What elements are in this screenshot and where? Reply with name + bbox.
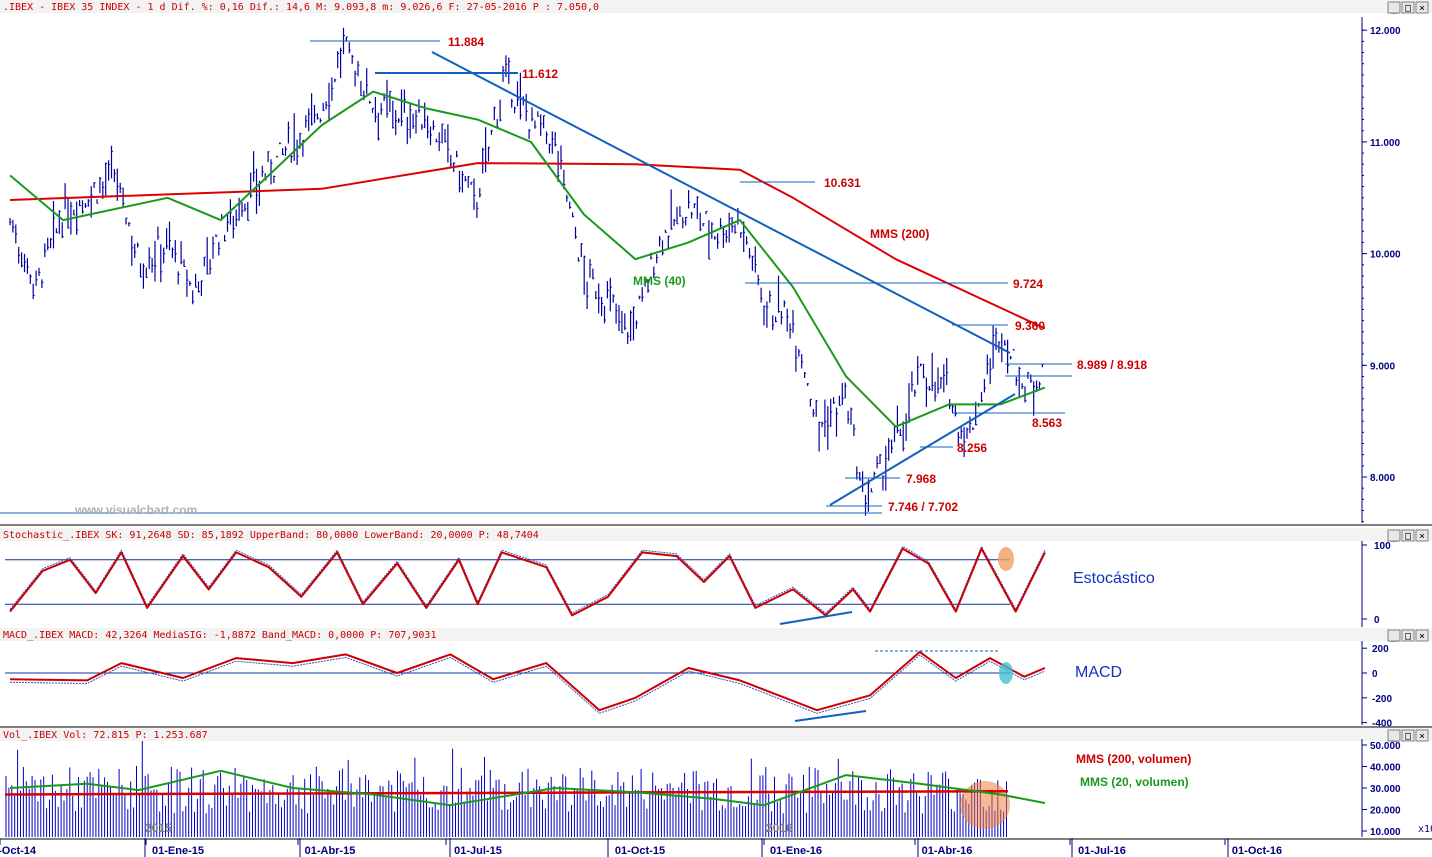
level-label: 8.563 xyxy=(1032,416,1062,430)
minimize-icon: _ xyxy=(1391,531,1398,542)
y-tick-label: 8.000 xyxy=(1370,473,1395,484)
minimize-icon: _ xyxy=(1391,731,1398,742)
x-tick-label: 01-Ene-15 xyxy=(152,845,204,857)
vol-mms200-line xyxy=(4,789,1009,796)
close-button[interactable] xyxy=(1415,529,1429,542)
y-tick-label: 30.000 xyxy=(1370,784,1401,795)
panel-header-bg xyxy=(0,628,1432,641)
minimize-icon: _ xyxy=(1391,631,1398,642)
macd-divergence-line xyxy=(794,710,867,722)
macd-highlight xyxy=(999,662,1013,684)
x-tick-label: 01-Jul-15 xyxy=(454,845,502,857)
mms200-label: MMS (200) xyxy=(870,227,929,241)
y-tick-label: 0 xyxy=(1372,669,1378,680)
watermark: www.visualchart.com xyxy=(74,503,197,517)
maximize-icon: □ xyxy=(1405,631,1411,642)
y-tick-label: 9.000 xyxy=(1370,361,1395,372)
panel-header-bg xyxy=(0,0,1432,13)
mms40-line xyxy=(9,90,1046,428)
minimize-button[interactable] xyxy=(1387,529,1401,542)
mms200-line xyxy=(9,162,1046,330)
maximize-icon: □ xyxy=(1405,531,1411,542)
downtrend-line xyxy=(431,51,1011,354)
vol-mms20-label: MMS (20, volumen) xyxy=(1080,775,1189,789)
minimize-button[interactable] xyxy=(1387,729,1401,742)
x-tick-label: 1-Oct-14 xyxy=(0,845,37,857)
level-label: 8.989 / 8.918 xyxy=(1077,358,1147,372)
panel-header-bg xyxy=(0,528,1432,541)
y-tick-label: 50.000 xyxy=(1370,741,1401,752)
level-label: 7.968 xyxy=(906,472,936,486)
y-tick-label: 10.000 xyxy=(1370,827,1401,838)
close-icon: × xyxy=(1419,3,1425,14)
level-label: 11.612 xyxy=(522,67,558,81)
volume-highlight xyxy=(960,781,1010,829)
y-tick-label: 100 xyxy=(1374,541,1391,552)
level-label: 10.631 xyxy=(824,176,861,190)
panel-header-price: .IBEX - IBEX 35 INDEX - 1 d Dif. %: 0,16… xyxy=(3,2,599,13)
close-icon: × xyxy=(1419,731,1425,742)
mms40-label: MMS (40) xyxy=(633,274,686,288)
vol-mms20-line xyxy=(9,769,1046,807)
y-tick-label: 12.000 xyxy=(1370,26,1401,37)
minimize-icon: _ xyxy=(1391,3,1398,14)
minimize-button[interactable] xyxy=(1387,1,1401,14)
maximize-icon: □ xyxy=(1405,3,1411,14)
y-tick-label: 0 xyxy=(1374,615,1380,626)
close-icon: × xyxy=(1419,631,1425,642)
y-tick-label: 200 xyxy=(1372,644,1389,655)
level-label: 9.360 xyxy=(1015,319,1045,333)
macd-line xyxy=(9,650,1046,712)
stoch-highlight xyxy=(998,547,1014,571)
x-tick-label: 01-Oct-16 xyxy=(1232,845,1282,857)
year-label-2016: 2016 xyxy=(766,821,793,835)
level-label: 9.724 xyxy=(1013,277,1043,291)
x-tick-label: 01-Ene-16 xyxy=(770,845,822,857)
level-label: 8.256 xyxy=(957,441,987,455)
y-tick-label: 10.000 xyxy=(1370,250,1401,261)
x-tick-label: 01-Oct-15 xyxy=(615,845,665,857)
stoch-label: Estocástico xyxy=(1073,570,1155,587)
vol-mms200-label: MMS (200, volumen) xyxy=(1076,752,1191,766)
maximize-button[interactable] xyxy=(1401,729,1415,742)
close-button[interactable] xyxy=(1415,1,1429,14)
panel-header-vol: Vol_.IBEX Vol: 72.815 P: 1.253.687 xyxy=(3,730,208,741)
stoch-sk-line xyxy=(9,547,1046,617)
year-label-2015: 2015 xyxy=(145,821,172,835)
vol-multiplier: x10 xyxy=(1418,824,1432,835)
level-label: 11.884 xyxy=(448,35,484,49)
maximize-button[interactable] xyxy=(1401,1,1415,14)
panel-header-bg xyxy=(0,728,1432,741)
maximize-button[interactable] xyxy=(1401,629,1415,642)
close-icon: × xyxy=(1419,531,1425,542)
y-tick-label: -200 xyxy=(1372,694,1392,705)
maximize-icon: □ xyxy=(1405,731,1411,742)
y-tick-label: 40.000 xyxy=(1370,763,1401,774)
close-button[interactable] xyxy=(1415,629,1429,642)
minimize-button[interactable] xyxy=(1387,629,1401,642)
close-button[interactable] xyxy=(1415,729,1429,742)
y-tick-label: -400 xyxy=(1372,719,1392,730)
y-tick-label: 11.000 xyxy=(1370,138,1400,149)
x-tick-label: 01-Abr-15 xyxy=(305,845,356,857)
stoch-divergence-line xyxy=(779,611,853,625)
level-label: 7.746 / 7.702 xyxy=(888,500,958,514)
x-tick-label: 01-Abr-16 xyxy=(922,845,973,857)
macd-signal-line xyxy=(9,654,1046,714)
panel-header-macd: MACD_.IBEX MACD: 42,3264 MediaSIG: -1,88… xyxy=(3,630,436,641)
maximize-button[interactable] xyxy=(1401,529,1415,542)
macd-label: MACD xyxy=(1075,664,1122,681)
y-tick-label: 20.000 xyxy=(1370,806,1401,817)
x-tick-label: 01-Jul-16 xyxy=(1078,845,1126,857)
panel-header-stoch: Stochastic_.IBEX SK: 91,2648 SD: 85,1892… xyxy=(3,530,539,541)
stoch-sd-line xyxy=(9,545,1046,614)
